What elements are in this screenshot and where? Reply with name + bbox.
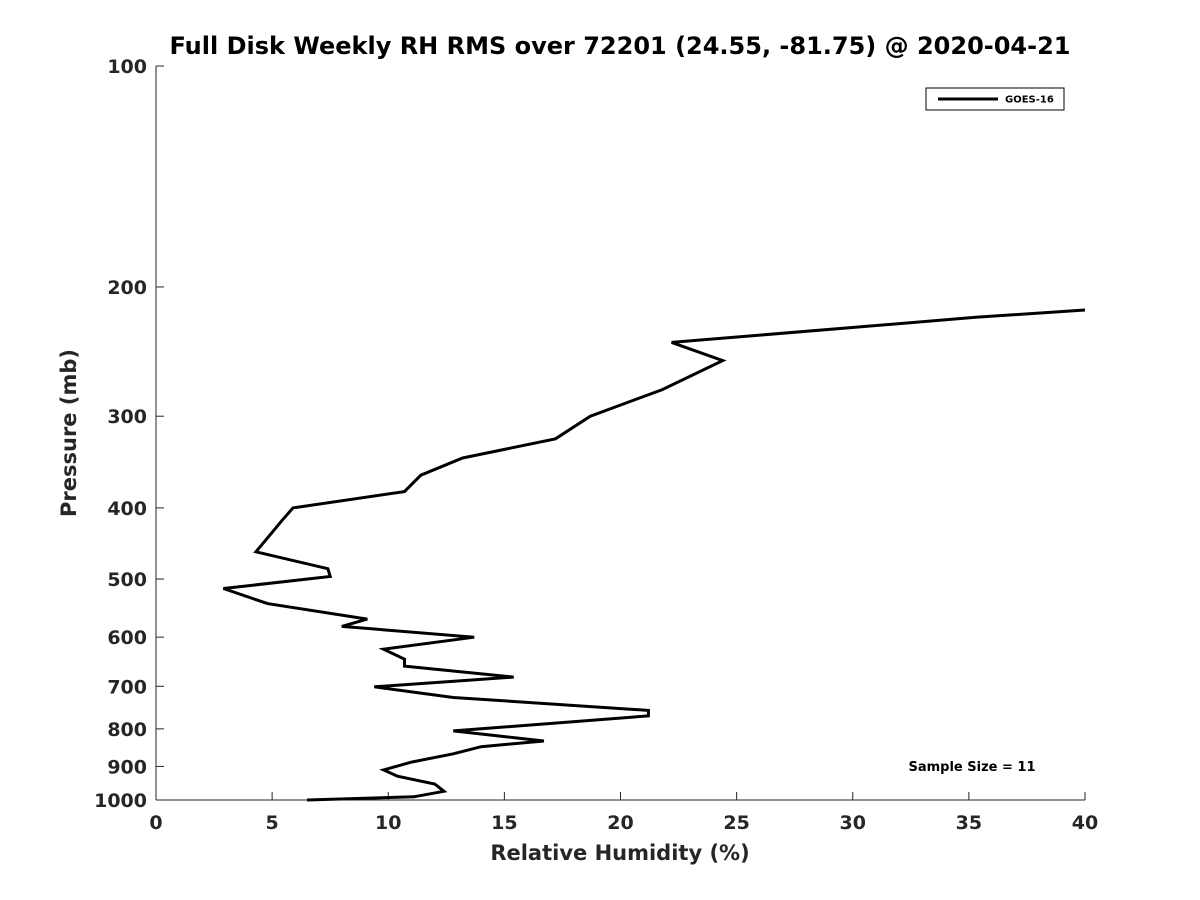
y-axis-label: Pressure (mb) [57, 349, 81, 517]
sample-size-annotation: Sample Size = 11 [908, 760, 1035, 775]
x-tick-label: 5 [266, 812, 279, 834]
x-tick-label: 35 [956, 812, 982, 834]
series-line-goes-16 [222, 308, 1086, 802]
y-tick-label: 400 [107, 498, 147, 520]
x-tick-label: 15 [491, 812, 517, 834]
x-tick-label: 30 [840, 812, 866, 834]
legend: GOES-16 [925, 87, 1065, 111]
x-tick-label: 0 [149, 812, 162, 834]
chart-title: Full Disk Weekly RH RMS over 72201 (24.5… [169, 32, 1070, 60]
x-ticks: 0 5 10 15 20 25 30 35 40 [149, 792, 1098, 834]
y-tick-label: 900 [107, 756, 147, 778]
y-tick-label: 700 [107, 676, 147, 698]
y-tick-label: 1000 [94, 790, 147, 812]
x-tick-label: 20 [607, 812, 633, 834]
legend-label-goes-16: GOES-16 [1005, 95, 1054, 106]
y-ticks: 100 200 300 400 500 600 700 800 900 1000 [94, 56, 164, 812]
y-tick-label: 800 [107, 719, 147, 741]
x-tick-label: 10 [375, 812, 401, 834]
series-layer [222, 308, 1086, 802]
y-tick-label: 200 [107, 277, 147, 299]
y-tick-label: 300 [107, 406, 147, 428]
x-tick-label: 25 [723, 812, 749, 834]
y-tick-label: 600 [107, 627, 147, 649]
x-tick-label: 40 [1072, 812, 1098, 834]
x-axis-label: Relative Humidity (%) [490, 841, 749, 865]
y-tick-label: 500 [107, 569, 147, 591]
y-tick-label: 100 [107, 56, 147, 78]
